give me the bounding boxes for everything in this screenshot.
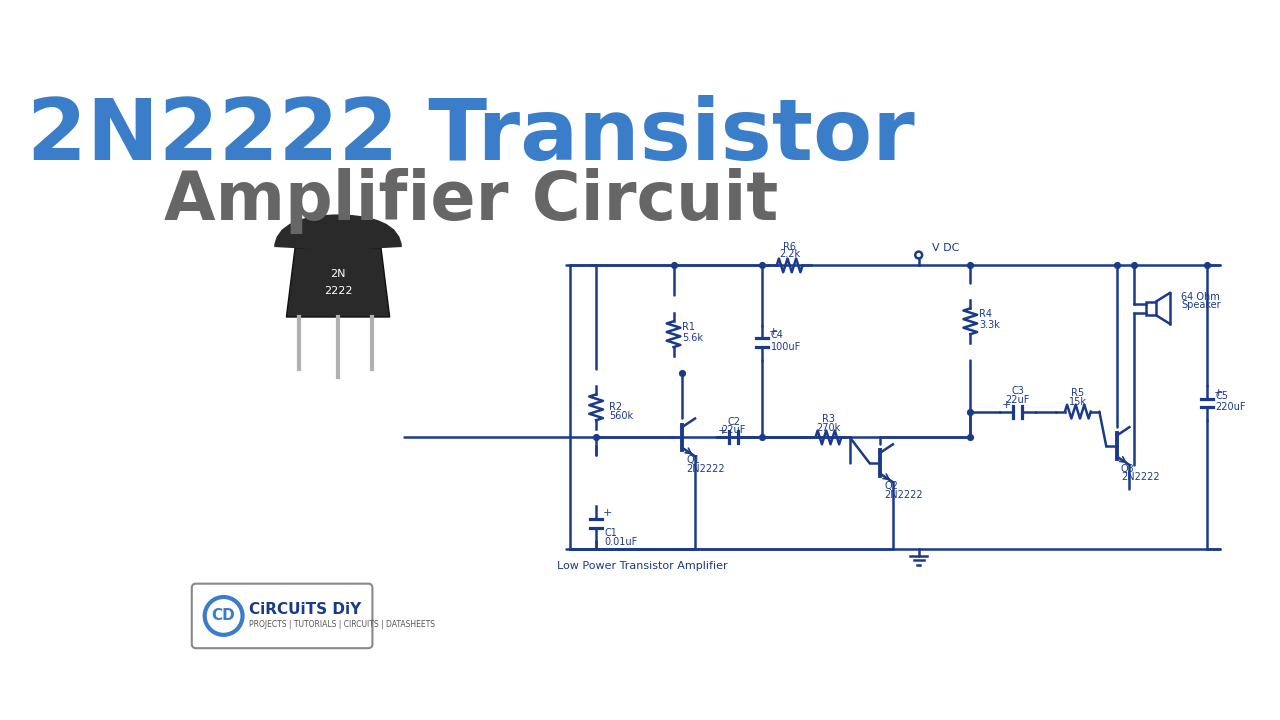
Text: 2N: 2N <box>330 269 346 279</box>
FancyBboxPatch shape <box>192 584 372 648</box>
Text: Amplifier Circuit: Amplifier Circuit <box>164 168 778 234</box>
Text: 2N2222 Transistor: 2N2222 Transistor <box>27 95 915 178</box>
Text: 2N2222: 2N2222 <box>1121 472 1160 482</box>
Text: 2.2k: 2.2k <box>780 249 800 258</box>
Text: CD: CD <box>211 608 236 624</box>
Text: 100uF: 100uF <box>771 342 801 351</box>
Text: R3: R3 <box>822 414 835 424</box>
Text: 270k: 270k <box>817 423 841 433</box>
Text: 2N2222: 2N2222 <box>686 464 724 474</box>
Text: 560k: 560k <box>609 411 634 421</box>
Text: +: + <box>603 508 612 518</box>
Text: 22uF: 22uF <box>722 425 746 435</box>
Text: R4: R4 <box>979 309 992 319</box>
Text: 3.3k: 3.3k <box>979 320 1000 330</box>
Text: V DC: V DC <box>932 243 959 253</box>
Text: 2222: 2222 <box>324 286 352 296</box>
Text: R6: R6 <box>783 242 796 252</box>
Text: 64 Ohm: 64 Ohm <box>1181 292 1220 302</box>
Text: Q3: Q3 <box>1121 464 1134 474</box>
Bar <box>1146 302 1156 315</box>
Text: 22uF: 22uF <box>1005 395 1030 405</box>
Text: R5: R5 <box>1071 388 1084 398</box>
Text: C4: C4 <box>771 330 783 341</box>
Text: PROJECTS | TUTORIALS | CIRCUITS | DATASHEETS: PROJECTS | TUTORIALS | CIRCUITS | DATASH… <box>250 620 435 629</box>
Text: CiRCUiTS DiY: CiRCUiTS DiY <box>250 601 362 616</box>
Text: +: + <box>1213 387 1224 397</box>
Text: 0.01uF: 0.01uF <box>604 537 637 547</box>
Text: 5.6k: 5.6k <box>682 333 703 343</box>
Text: R2: R2 <box>609 402 622 413</box>
Text: +: + <box>1002 400 1011 410</box>
Polygon shape <box>287 248 389 317</box>
Text: +: + <box>718 426 727 436</box>
Text: C3: C3 <box>1011 387 1024 397</box>
Text: 220uF: 220uF <box>1216 402 1245 412</box>
Text: 15k: 15k <box>1069 397 1087 407</box>
Text: C2: C2 <box>727 416 740 426</box>
Text: +: + <box>769 328 778 338</box>
Text: C1: C1 <box>604 528 617 539</box>
Text: C5: C5 <box>1216 391 1229 401</box>
Text: 2N2222: 2N2222 <box>884 490 923 500</box>
Text: Speaker: Speaker <box>1181 300 1221 310</box>
Text: Low Power Transistor Amplifier: Low Power Transistor Amplifier <box>557 561 728 571</box>
Text: R1: R1 <box>682 322 695 332</box>
Text: Q1: Q1 <box>686 455 700 465</box>
Text: Q2: Q2 <box>884 481 899 491</box>
